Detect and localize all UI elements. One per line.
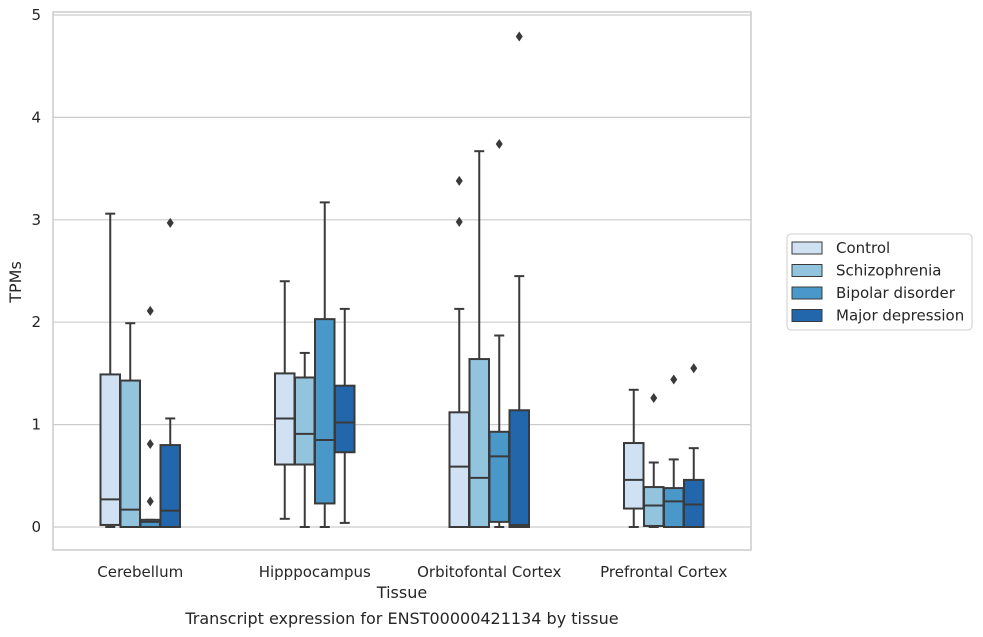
y-tick-label: 3 (31, 211, 41, 229)
legend-swatch (791, 241, 823, 255)
box-iqr (159, 444, 181, 528)
box-iqr (294, 376, 316, 466)
grid-lines (53, 14, 751, 528)
box-iqr (643, 486, 665, 527)
box (683, 363, 705, 528)
chart-caption: Transcript expression for ENST0000042113… (184, 609, 618, 628)
x-axis-label: Tissue (376, 583, 427, 602)
legend-swatch (791, 264, 823, 277)
y-tick-label: 5 (31, 6, 41, 24)
outlier-point (650, 392, 658, 403)
outlier-point (146, 439, 154, 450)
y-tick-label: 1 (31, 416, 41, 434)
box (294, 351, 316, 528)
box-iqr (488, 430, 510, 523)
outlier-point (455, 175, 463, 186)
box (334, 307, 356, 524)
outlier-point (455, 216, 463, 227)
box (274, 280, 296, 520)
y-tick-label: 0 (31, 518, 41, 536)
outlier-point (515, 31, 523, 42)
legend-item: Bipolar disorder (791, 284, 956, 302)
y-tick-label: 2 (31, 313, 41, 331)
box-iqr (683, 478, 705, 528)
outlier-point (146, 496, 154, 507)
outlier-point (690, 363, 698, 374)
outlier-point (146, 305, 154, 316)
box-iqr (334, 384, 356, 454)
box (448, 175, 470, 529)
legend-label: Major depression (836, 307, 964, 325)
y-axis-ticks: 0 1 2 3 4 5 (31, 6, 41, 536)
plot-frame (52, 11, 752, 551)
outlier-point (670, 374, 678, 385)
box (99, 212, 121, 528)
legend-item: Major depression (791, 307, 964, 325)
box-iqr (468, 358, 490, 528)
box (508, 31, 530, 529)
box-iqr (663, 487, 685, 529)
box (159, 217, 181, 528)
y-axis-label: TPMs (6, 261, 25, 304)
outlier-point (166, 217, 174, 228)
x-tick-label: Hipppocampus (259, 563, 371, 581)
box (488, 139, 510, 528)
box-iqr (99, 373, 121, 526)
legend-swatch (791, 286, 823, 300)
x-tick-label: Orbitofontal Cortex (417, 563, 561, 581)
x-tick-label: Cerebellum (97, 563, 183, 581)
box-iqr (119, 379, 141, 528)
x-tick-label: Prefrontal Cortex (600, 563, 727, 581)
box (314, 201, 336, 528)
box (468, 150, 490, 528)
legend-swatch (791, 309, 823, 322)
box-iqr (314, 318, 336, 505)
y-tick-label: 4 (31, 108, 41, 126)
box-iqr (623, 442, 645, 510)
outlier-point (495, 139, 503, 150)
legend-label: Schizophrenia (836, 262, 941, 280)
legend-item: Schizophrenia (791, 262, 941, 280)
legend-label: Control (836, 239, 890, 257)
box (663, 374, 685, 529)
box (643, 392, 665, 528)
box-plot-area (99, 31, 705, 529)
box (623, 388, 645, 528)
box (139, 305, 161, 528)
box-iqr (508, 409, 530, 529)
x-axis-ticks: Cerebellum Hipppocampus Orbitofontal Corte… (97, 563, 727, 581)
box-iqr (448, 411, 470, 529)
legend: Control Schizophrenia Bipolar disorder Majo… (786, 233, 973, 331)
box (119, 322, 141, 528)
legend-frame (786, 233, 973, 331)
legend-item: Control (791, 239, 890, 257)
legend-label: Bipolar disorder (836, 284, 956, 302)
